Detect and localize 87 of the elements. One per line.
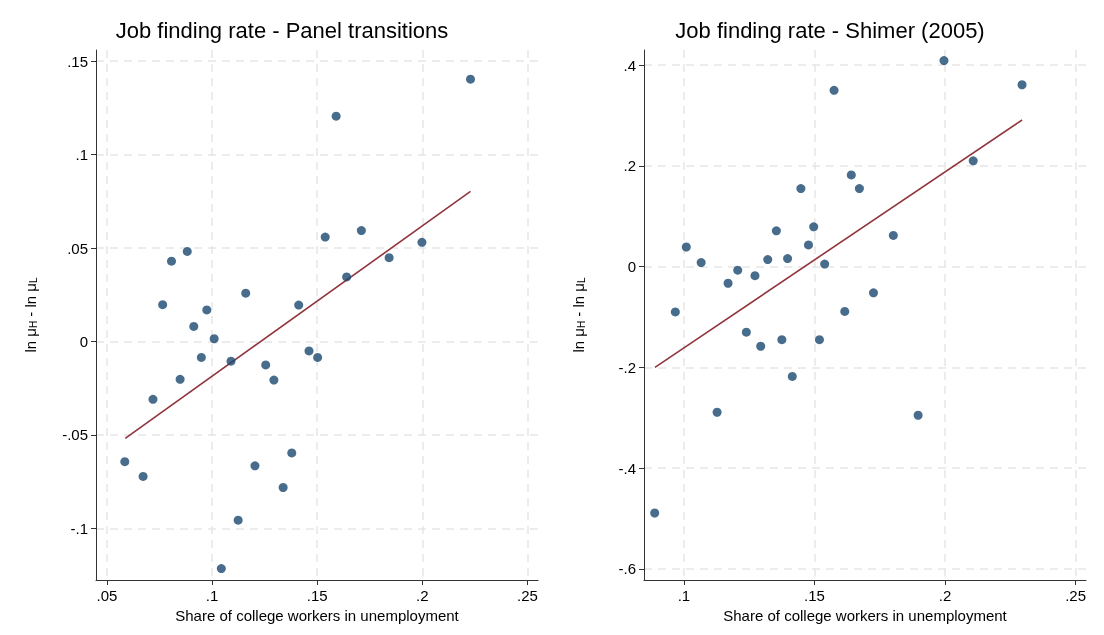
point bbox=[763, 255, 773, 265]
point bbox=[939, 56, 949, 66]
point bbox=[269, 375, 279, 385]
point bbox=[287, 448, 297, 458]
chart-title: Job finding rate - Panel transitions bbox=[115, 17, 449, 43]
point bbox=[417, 237, 427, 247]
point bbox=[650, 508, 660, 518]
point bbox=[202, 305, 212, 315]
point bbox=[803, 240, 813, 250]
y-tick-label: .2 bbox=[623, 157, 636, 175]
x-axis-title: Share of college workers in unemployment bbox=[175, 607, 460, 624]
x-axis-title: Share of college workers in unemployment bbox=[723, 607, 1008, 624]
point bbox=[750, 271, 760, 281]
point bbox=[783, 254, 793, 264]
point bbox=[331, 111, 341, 121]
point bbox=[829, 85, 839, 95]
y-tick-label: .15 bbox=[67, 52, 88, 70]
point bbox=[342, 272, 352, 282]
point bbox=[261, 360, 271, 370]
point bbox=[888, 230, 898, 240]
point bbox=[138, 471, 148, 481]
point bbox=[796, 184, 806, 194]
point bbox=[809, 222, 819, 232]
point bbox=[320, 232, 330, 242]
point bbox=[787, 371, 797, 381]
point bbox=[148, 394, 158, 404]
y-axis-title: ln μH - ln μL bbox=[569, 277, 587, 353]
y-tick-label: .4 bbox=[623, 56, 636, 74]
point bbox=[868, 288, 878, 298]
y-tick-label: .05 bbox=[67, 239, 88, 257]
point bbox=[771, 226, 781, 236]
point bbox=[968, 156, 978, 166]
point bbox=[712, 407, 722, 417]
point bbox=[741, 327, 751, 337]
point bbox=[241, 288, 251, 298]
point bbox=[120, 457, 130, 467]
y-tick-label: -.1 bbox=[70, 519, 88, 537]
point bbox=[1017, 80, 1027, 90]
point bbox=[670, 307, 680, 317]
y-tick-label: 0 bbox=[79, 333, 88, 351]
y-tick-label: -.4 bbox=[618, 459, 636, 477]
point bbox=[840, 306, 850, 316]
x-tick-label: .05 bbox=[96, 587, 118, 604]
point bbox=[226, 356, 236, 366]
point bbox=[167, 256, 176, 266]
point bbox=[820, 259, 830, 269]
y-tick-label: -.05 bbox=[62, 426, 88, 444]
point bbox=[466, 74, 475, 84]
point bbox=[250, 461, 260, 471]
point bbox=[384, 253, 394, 263]
point bbox=[733, 265, 743, 275]
x-tick-label: .2 bbox=[938, 587, 952, 604]
chart-title: Job finding rate - Shimer (2005) bbox=[675, 17, 985, 43]
point bbox=[696, 258, 706, 268]
point bbox=[209, 334, 219, 344]
point bbox=[304, 346, 314, 356]
x-tick-label: .1 bbox=[205, 587, 219, 604]
point bbox=[681, 242, 691, 252]
point bbox=[913, 410, 923, 420]
point bbox=[175, 374, 185, 384]
point bbox=[182, 246, 192, 256]
point bbox=[233, 515, 243, 525]
x-tick-label: .2 bbox=[416, 587, 429, 604]
y-tick-label: -.2 bbox=[618, 358, 636, 376]
point bbox=[278, 482, 288, 492]
point bbox=[158, 300, 168, 310]
point bbox=[756, 341, 766, 351]
point bbox=[294, 300, 304, 310]
x-tick-label: .25 bbox=[1065, 587, 1086, 604]
point bbox=[846, 170, 856, 180]
y-tick-label: 0 bbox=[627, 258, 636, 276]
x-tick-label: .15 bbox=[804, 587, 825, 604]
point bbox=[723, 278, 733, 288]
point bbox=[189, 321, 199, 331]
x-tick-label: .25 bbox=[517, 587, 538, 604]
point bbox=[356, 226, 366, 236]
y-tick-label: -.6 bbox=[618, 560, 636, 578]
point bbox=[814, 335, 824, 345]
point bbox=[777, 335, 787, 345]
x-tick-label: .1 bbox=[677, 587, 691, 604]
y-tick-label: .1 bbox=[75, 146, 88, 164]
x-tick-label: .15 bbox=[306, 587, 328, 604]
point bbox=[196, 352, 206, 362]
point bbox=[854, 184, 864, 194]
point bbox=[313, 352, 323, 362]
y-axis-title: ln μH - ln μL bbox=[21, 277, 39, 353]
point bbox=[216, 564, 226, 574]
